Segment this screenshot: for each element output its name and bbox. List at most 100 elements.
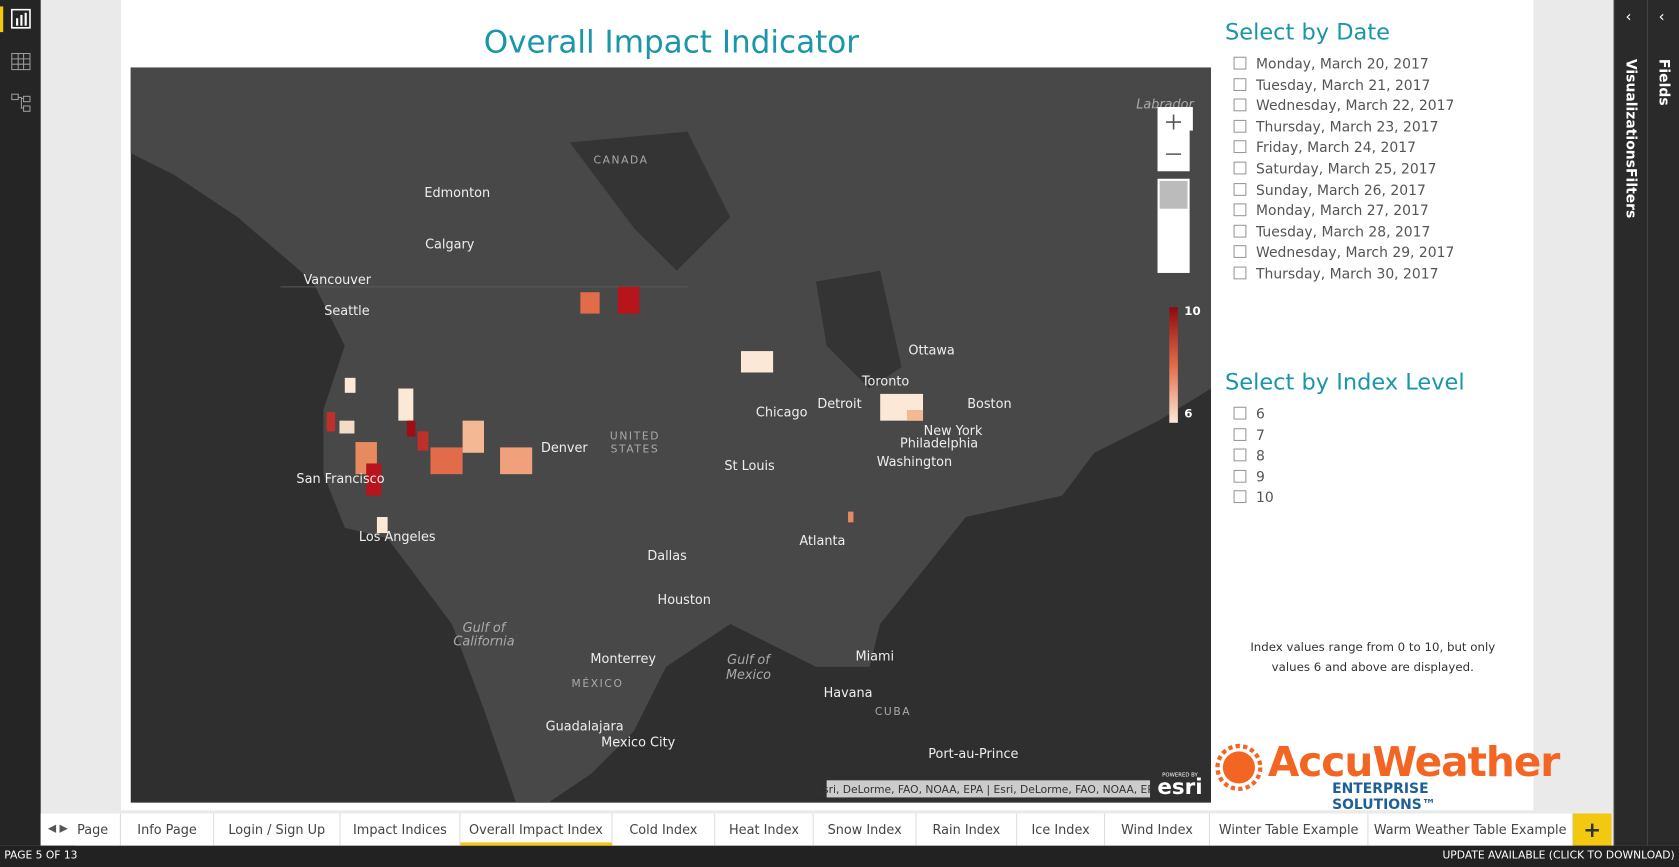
map-label: Los Angeles	[359, 530, 436, 545]
impact-cells	[326, 286, 924, 534]
checkbox[interactable]	[1233, 427, 1247, 441]
slicer-option[interactable]: Wednesday, March 22, 2017	[1233, 98, 1454, 115]
map-label: CUBA	[875, 705, 911, 718]
option-label: Friday, March 24, 2017	[1256, 140, 1416, 157]
option-label: 10	[1256, 490, 1274, 507]
map-label: Mexico	[726, 668, 771, 683]
slicer-option[interactable]: 10	[1233, 490, 1274, 507]
map-label: Miami	[856, 650, 895, 665]
page-tab[interactable]: Rain Index	[916, 813, 1018, 846]
pane-label[interactable]: Visualizations	[1622, 58, 1639, 168]
map-label: Atlanta	[799, 534, 845, 549]
map-labels: LabradorCANADAEdmontonCalgaryVancouverSe…	[296, 97, 1194, 762]
checkbox[interactable]	[1233, 119, 1247, 133]
slicer-option[interactable]: Friday, March 24, 2017	[1233, 140, 1416, 157]
visualizations-pane[interactable]: ‹ Visualizations Filters	[1613, 0, 1648, 846]
page-tab[interactable]: Ice Index	[1017, 813, 1106, 846]
option-label: Thursday, March 30, 2017	[1256, 266, 1439, 283]
page-tab[interactable]: Info Page	[120, 813, 215, 846]
gulf	[869, 666, 966, 796]
map-label: Denver	[541, 441, 588, 456]
slicer-option[interactable]: 8	[1233, 448, 1265, 465]
slicer-option[interactable]: Saturday, March 25, 2017	[1233, 161, 1437, 178]
option-label: Tuesday, March 21, 2017	[1256, 77, 1431, 94]
slicer-option[interactable]: Tuesday, March 21, 2017	[1233, 77, 1431, 94]
checkbox[interactable]	[1233, 56, 1247, 70]
option-label: Thursday, March 23, 2017	[1256, 119, 1439, 136]
option-label: 6	[1256, 406, 1265, 423]
nav-icons[interactable]	[10, 8, 32, 116]
accuweather-logo: AccuWeather ENTERPRISE SOLUTIONS™	[1214, 739, 1560, 813]
checkbox[interactable]	[1233, 98, 1247, 112]
tool-active	[1159, 180, 1188, 209]
map-label: Ottawa	[908, 344, 954, 359]
page-tab[interactable]: Winter Table Example	[1209, 813, 1369, 846]
attribution: Esri, DeLorme, FAO, NOAA, EPA | Esri, De…	[816, 783, 1161, 796]
fields-pane[interactable]: ‹ Fields	[1646, 0, 1679, 846]
esri-logo: esri	[1157, 775, 1202, 800]
page-tab[interactable]: Impact Indices	[340, 813, 461, 846]
checkbox[interactable]	[1233, 182, 1247, 196]
map-label: Edmonton	[424, 186, 490, 201]
option-label: 7	[1256, 427, 1265, 444]
slicer-option[interactable]: Tuesday, March 28, 2017	[1233, 224, 1431, 241]
sun-icon	[1215, 743, 1263, 792]
map-label: Washington	[877, 455, 952, 470]
option-label: Saturday, March 25, 2017	[1256, 161, 1437, 178]
checkbox[interactable]	[1233, 77, 1247, 91]
map-label: Gulf of	[727, 653, 772, 668]
map-label: Port-au-Prince	[928, 747, 1018, 762]
pane-label[interactable]: Filters	[1622, 168, 1639, 219]
page-tab[interactable]: Heat Index	[715, 813, 814, 846]
option-label: Tuesday, March 28, 2017	[1256, 224, 1431, 241]
add-page[interactable]: +	[1572, 813, 1612, 846]
lake	[569, 131, 731, 271]
date-slicer-title: Select by Date	[1224, 19, 1390, 45]
checkbox[interactable]	[1233, 448, 1247, 462]
map-label: UNITED	[610, 430, 660, 443]
page-tab[interactable]: Page	[74, 813, 121, 846]
checkbox[interactable]	[1233, 406, 1247, 420]
note: Index values range from 0 to 10, but onl…	[1250, 640, 1496, 675]
logo-name: AccuWeather	[1267, 738, 1561, 786]
page-tab[interactable]: Warm Weather Table Example	[1368, 813, 1573, 846]
page-tab[interactable]: Snow Index	[813, 813, 917, 846]
page-tab[interactable]: Cold Index	[612, 813, 716, 846]
map-label: New York	[924, 424, 983, 439]
map-label: Guadalajara	[546, 719, 624, 734]
slicer-option[interactable]: 9	[1233, 469, 1265, 486]
page-tab[interactable]: Wind Index	[1105, 813, 1210, 846]
slicer-option[interactable]: Sunday, March 26, 2017	[1233, 182, 1426, 199]
checkbox[interactable]	[1233, 490, 1247, 504]
map[interactable]: LabradorCANADAEdmontonCalgaryVancouverSe…	[130, 67, 1212, 803]
legend-min: 6	[1184, 407, 1192, 421]
slicer-option[interactable]: Thursday, March 30, 2017	[1233, 266, 1439, 283]
map-label: Detroit	[817, 397, 861, 412]
checkbox[interactable]	[1233, 469, 1247, 483]
checkbox[interactable]	[1233, 266, 1247, 280]
slicer-option[interactable]: Monday, March 20, 2017	[1233, 56, 1429, 73]
slicer-option[interactable]: 7	[1233, 427, 1265, 444]
attribution-bg	[826, 780, 1151, 798]
checkbox[interactable]	[1233, 140, 1247, 154]
active-indicator	[0, 6, 4, 33]
slicer-option[interactable]: 6	[1233, 406, 1265, 423]
slicer-option[interactable]: Thursday, March 23, 2017	[1233, 119, 1439, 136]
map-label: Monterrey	[590, 652, 656, 667]
powered-by: POWERED BY	[1162, 772, 1198, 778]
option-label: Monday, March 27, 2017	[1256, 203, 1429, 220]
tab-scroll[interactable]: ◀ ▶	[40, 813, 75, 846]
map-label: Seattle	[324, 304, 370, 319]
checkbox[interactable]	[1233, 203, 1247, 217]
checkbox[interactable]	[1233, 161, 1247, 175]
slicer-option[interactable]: Monday, March 27, 2017	[1233, 203, 1429, 220]
map-label: Gulf of	[463, 621, 508, 636]
pane-label[interactable]: Fields	[1655, 58, 1672, 106]
checkbox[interactable]	[1233, 245, 1247, 259]
slicer-option[interactable]: Wednesday, March 29, 2017	[1233, 245, 1454, 262]
page-tab[interactable]: Overall Impact Index	[460, 813, 613, 846]
checkbox[interactable]	[1233, 224, 1247, 238]
page-tab[interactable]: Login / Sign Up	[214, 813, 341, 846]
update-link[interactable]: UPDATE AVAILABLE (CLICK TO DOWNLOAD)	[1442, 849, 1675, 862]
